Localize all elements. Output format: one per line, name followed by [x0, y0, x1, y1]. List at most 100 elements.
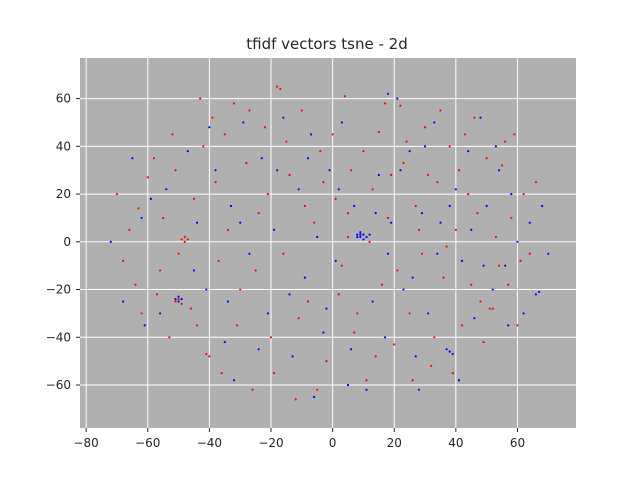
scatter-point — [386, 216, 390, 220]
scatter-point — [467, 149, 470, 153]
scatter-point — [488, 307, 491, 310]
scatter-point — [356, 233, 359, 236]
scatter-point — [248, 252, 251, 255]
scatter-point — [143, 324, 146, 327]
scatter-point — [359, 233, 362, 236]
scatter-point — [390, 173, 393, 177]
scatter-point — [220, 371, 223, 375]
scatter-point — [467, 192, 470, 196]
scatter-point — [128, 228, 131, 231]
scatter-point — [202, 145, 205, 148]
scatter-point — [405, 140, 408, 143]
scatter-point — [402, 161, 405, 165]
scatter-point — [522, 312, 525, 315]
scatter-point — [208, 126, 211, 129]
scatter-point — [439, 109, 442, 112]
scatter-point — [504, 140, 507, 143]
scatter-point — [479, 116, 482, 119]
x-tick-label: 60 — [510, 436, 525, 450]
scatter-point — [322, 331, 325, 334]
scatter-point — [377, 130, 380, 134]
scatter-point — [494, 145, 498, 148]
scatter-point — [414, 204, 417, 208]
y-axis-ticks: −60 −40 −20 0 20 40 60 — [46, 92, 80, 392]
y-tick-label: 40 — [56, 139, 71, 153]
scatter-point — [423, 126, 427, 129]
scatter-point — [340, 121, 343, 124]
scatter-point — [362, 238, 365, 241]
scatter-point — [177, 252, 180, 255]
scatter-point — [319, 149, 322, 153]
scatter-point — [491, 288, 494, 291]
scatter-point — [122, 259, 125, 263]
scatter-point — [322, 181, 325, 184]
scatter-point — [396, 97, 399, 100]
scatter-point — [346, 235, 350, 239]
scatter-point — [442, 276, 445, 279]
scatter-point — [205, 288, 208, 291]
y-tick-label: 0 — [63, 235, 71, 249]
scatter-point — [174, 169, 177, 172]
scatter-point — [192, 269, 196, 272]
scatter-point — [115, 192, 119, 196]
scatter-point — [288, 173, 291, 177]
scatter-point — [177, 295, 180, 298]
scatter-point — [374, 355, 377, 358]
scatter-point — [497, 169, 501, 172]
scatter-point — [294, 398, 297, 401]
scatter-point — [334, 197, 337, 200]
scatter-point — [149, 197, 152, 200]
scatter-point — [507, 283, 510, 286]
scatter-point — [158, 269, 162, 272]
scatter-point — [417, 228, 420, 231]
scatter-point — [171, 133, 174, 136]
scatter-point — [291, 355, 294, 358]
scatter-point — [420, 212, 424, 215]
scatter-point — [272, 371, 276, 375]
scatter-point — [365, 388, 368, 391]
scatter-point — [158, 312, 162, 315]
scatter-point — [313, 221, 316, 224]
scatter-point — [390, 221, 393, 224]
y-tick-label: 20 — [56, 187, 71, 201]
scatter-point — [337, 188, 340, 191]
scatter-point — [343, 95, 347, 98]
scatter-point — [303, 276, 306, 279]
scatter-point — [494, 235, 498, 239]
scatter-point — [285, 140, 288, 143]
scatter-point — [448, 204, 451, 208]
scatter-point — [510, 192, 513, 196]
scatter-point — [408, 312, 411, 315]
data-points — [109, 85, 550, 401]
scatter-point — [239, 221, 242, 224]
scatter-point — [152, 157, 156, 160]
scatter-point — [288, 293, 291, 296]
scatter-point — [208, 355, 211, 358]
scatter-point — [534, 181, 538, 184]
scatter-point — [445, 245, 448, 248]
scatter-point — [448, 350, 451, 353]
scatter-point — [340, 264, 343, 267]
x-tick-label: 0 — [329, 436, 337, 450]
scatter-point — [356, 235, 359, 239]
scatter-point — [251, 388, 254, 391]
scatter-point — [276, 85, 279, 88]
scatter-point — [134, 283, 137, 286]
scatter-point — [547, 252, 550, 255]
scatter-point — [454, 228, 457, 231]
scatter-point — [399, 104, 402, 107]
scatter-point — [485, 204, 488, 208]
scatter-point — [174, 300, 177, 303]
scatter-point — [266, 312, 270, 315]
scatter-point — [377, 173, 380, 177]
scatter-point — [165, 188, 168, 191]
scatter-point — [439, 221, 442, 224]
scatter-point — [417, 388, 420, 391]
scatter-point — [427, 173, 430, 177]
scatter-point — [223, 133, 226, 136]
scatter-point — [411, 379, 414, 382]
scatter-point — [297, 188, 300, 191]
scatter-point — [507, 324, 510, 327]
scatter-point — [454, 188, 457, 191]
scatter-point — [350, 348, 353, 351]
